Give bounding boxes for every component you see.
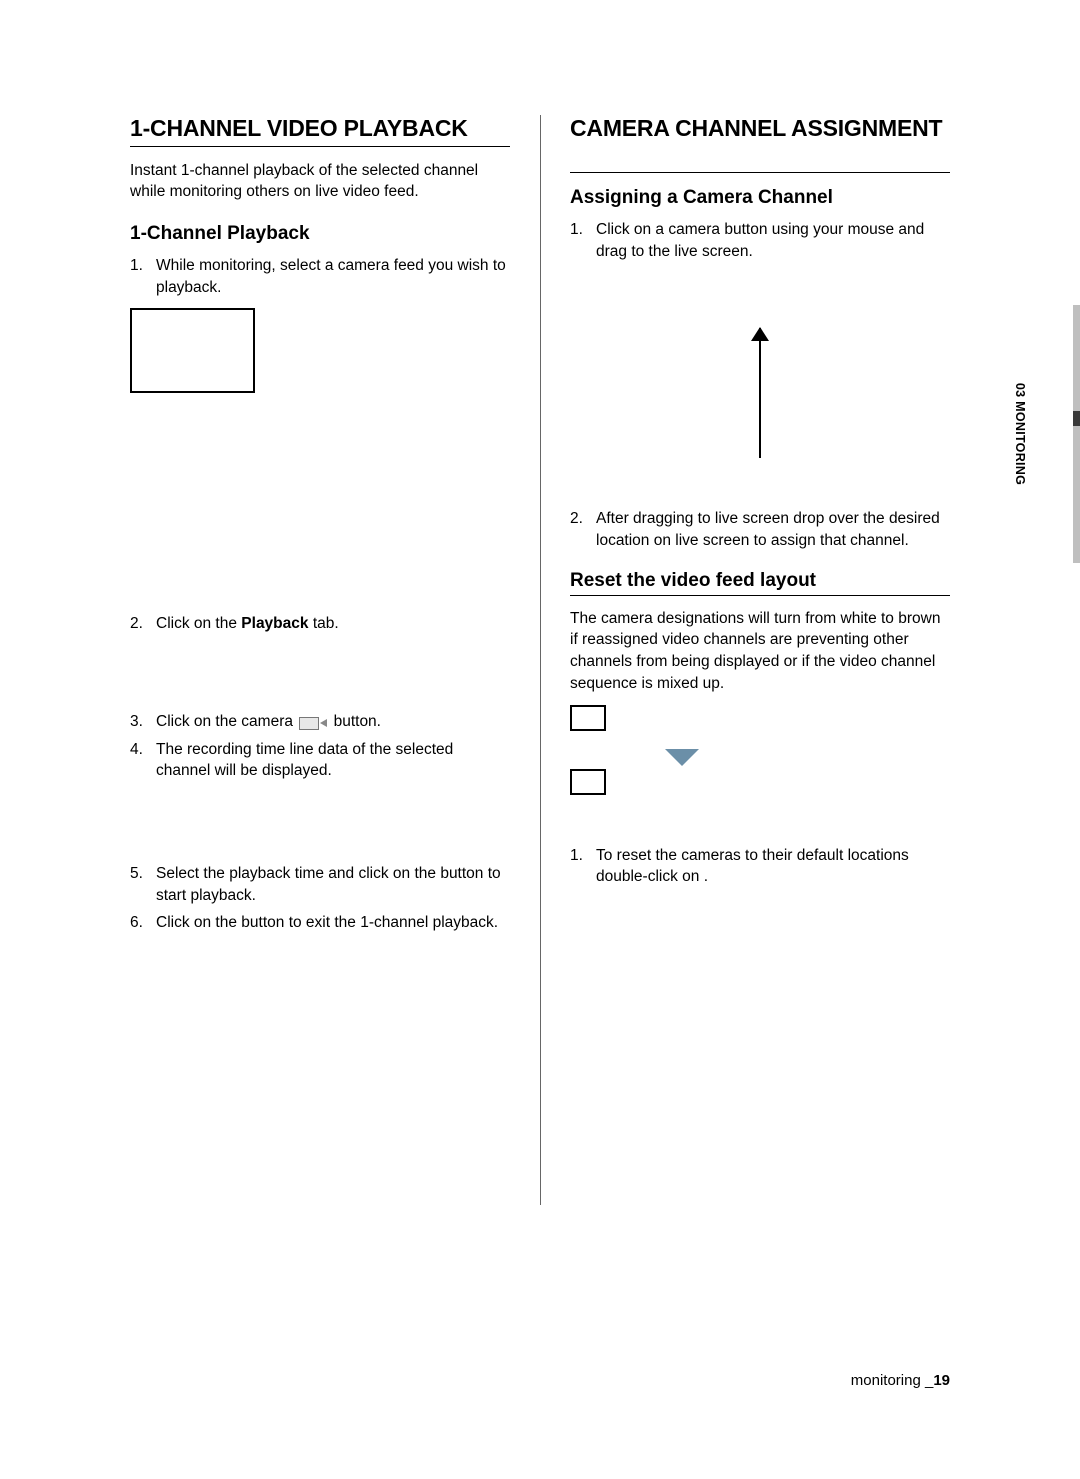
steps-list-assign-a: Click on a camera button using your mous… [570,219,950,262]
footer-section: monitoring [851,1372,925,1389]
figure-reset-layout [570,705,950,825]
figure-box-bottom [570,769,606,795]
figure-placeholder-box [130,308,255,393]
intro-text: Instant 1-channel playback of the select… [130,161,510,203]
step-2-bold: Playback [241,615,308,632]
steps-list-assign-b: After dragging to live screen drop over … [570,508,950,551]
side-tab-label: 03 MONITORING [1013,383,1027,485]
step-6: Click on the button to exit the 1-channe… [130,912,510,934]
steps-list-left-c: Click on the camera button. The recordin… [130,711,510,782]
step-5: Select the playback time and click on th… [130,863,510,906]
step-3: Click on the camera button. [130,711,510,733]
step-2-text-b: tab. [309,615,339,632]
step-2-text-a: Click on the [156,615,241,632]
reset-step-1: To reset the cameras to their default lo… [570,845,950,888]
assign-step-1: Click on a camera button using your mous… [570,219,950,262]
right-column: CAMERA CHANNEL ASSIGNMENT Assigning a Ca… [540,115,950,940]
triangle-down-icon [665,749,699,766]
page-content: 1-CHANNEL VIDEO PLAYBACK Instant 1-chann… [130,115,950,940]
heading-1ch-playback: 1-Channel Playback [130,223,510,245]
heading-camera-channel-assignment: CAMERA CHANNEL ASSIGNMENT [570,115,950,173]
step-2: Click on the Playback tab. [130,613,510,635]
step-1: While monitoring, select a camera feed y… [130,255,510,298]
steps-list-reset: To reset the cameras to their default lo… [570,845,950,888]
side-tab-accent [1073,411,1080,426]
heading-reset-video-feed: Reset the video feed layout [570,570,950,596]
steps-list-left-b: Click on the Playback tab. [130,613,510,635]
figure-box-top [570,705,606,731]
footer-page-number: 19 [933,1372,950,1389]
page-footer: monitoring _19 [851,1372,950,1389]
camera-icon [297,714,329,730]
step-4: The recording time line data of the sele… [130,739,510,782]
column-divider [540,115,541,1205]
step-3-text-b: button. [329,713,381,730]
assign-step-2: After dragging to live screen drop over … [570,508,950,551]
figure-arrow-up [570,268,950,478]
side-tab-bar [1073,305,1080,563]
heading-assigning-camera-channel: Assigning a Camera Channel [570,187,950,209]
reset-intro-text: The camera designations will turn from w… [570,608,950,695]
step-3-text-a: Click on the camera [156,713,297,730]
heading-1ch-video-playback: 1-CHANNEL VIDEO PLAYBACK [130,115,510,147]
spacer [130,788,510,863]
side-tab: 03 MONITORING [1058,305,1080,563]
steps-list-left-a: While monitoring, select a camera feed y… [130,255,510,298]
steps-list-left-d: Select the playback time and click on th… [130,863,510,934]
spacer [130,641,510,711]
arrow-up-icon [759,328,761,458]
left-column: 1-CHANNEL VIDEO PLAYBACK Instant 1-chann… [130,115,540,940]
two-column-layout: 1-CHANNEL VIDEO PLAYBACK Instant 1-chann… [130,115,950,940]
